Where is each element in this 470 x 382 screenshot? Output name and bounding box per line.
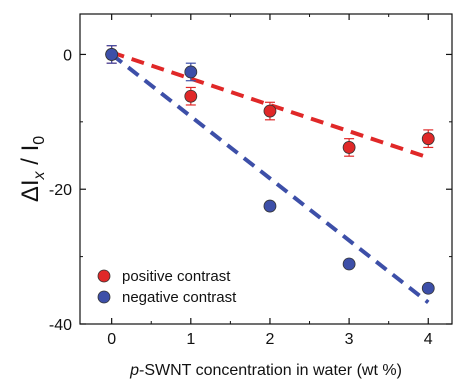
x-axis-label-rest: -SWNT concentration in water (wt %)	[139, 362, 402, 379]
legend-marker	[97, 290, 111, 304]
legend: positive contrast negative contrast	[97, 268, 237, 306]
data-point	[263, 104, 277, 118]
plot-frame	[79, 13, 453, 325]
data-point	[342, 257, 356, 271]
y-axis-label-slash: / I	[17, 145, 44, 172]
x-tick-label: 4	[424, 331, 433, 348]
y-axis-label-delta-i: ΔI	[17, 179, 44, 202]
x-tick-label: 1	[186, 331, 195, 348]
y-tick-label: 0	[63, 47, 72, 64]
legend-label: negative contrast	[122, 289, 237, 306]
y-axis-label-sub-0: 0	[31, 136, 48, 145]
fit-line	[110, 52, 430, 305]
y-axis-label-sub-x: x	[31, 170, 48, 180]
legend-label: positive contrast	[122, 268, 231, 285]
y-axis-label: ΔIx / I0	[17, 136, 48, 202]
x-tick-label: 2	[266, 331, 275, 348]
data-point	[184, 65, 198, 79]
data-point	[184, 89, 198, 103]
ticks: 0 1 2 3 4 0 -20 -40	[49, 14, 452, 348]
data-point	[421, 281, 435, 295]
fit-lines	[110, 50, 430, 305]
data-points	[105, 45, 435, 295]
data-point	[105, 48, 119, 61]
y-tick-label: -20	[49, 182, 72, 199]
x-axis-label: p-SWNT concentration in water (wt %)	[129, 362, 402, 379]
legend-marker	[97, 269, 111, 283]
x-tick-label: 3	[345, 331, 354, 348]
data-point	[342, 141, 356, 154]
x-tick-label: 0	[107, 331, 116, 348]
y-tick-label: -40	[49, 317, 72, 334]
fit-line	[111, 50, 429, 160]
data-point	[421, 132, 435, 146]
data-point	[263, 199, 277, 213]
x-axis-label-italic: p	[129, 362, 139, 379]
